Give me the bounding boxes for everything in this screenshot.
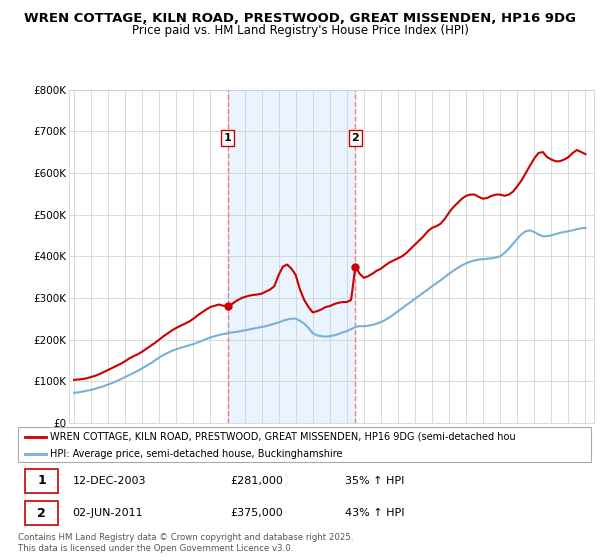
Text: 2: 2 (352, 133, 359, 143)
Text: 02-JUN-2011: 02-JUN-2011 (73, 508, 143, 518)
Text: 1: 1 (37, 474, 46, 487)
Text: HPI: Average price, semi-detached house, Buckinghamshire: HPI: Average price, semi-detached house,… (50, 449, 342, 459)
Text: WREN COTTAGE, KILN ROAD, PRESTWOOD, GREAT MISSENDEN, HP16 9DG (semi-detached hou: WREN COTTAGE, KILN ROAD, PRESTWOOD, GREA… (50, 432, 515, 442)
Text: 1: 1 (224, 133, 232, 143)
Text: Price paid vs. HM Land Registry's House Price Index (HPI): Price paid vs. HM Land Registry's House … (131, 24, 469, 36)
Text: £281,000: £281,000 (230, 476, 283, 486)
Bar (227, 90, 355, 423)
Text: 43% ↑ HPI: 43% ↑ HPI (344, 508, 404, 518)
Text: 12-DEC-2003: 12-DEC-2003 (73, 476, 146, 486)
Bar (25, 501, 58, 525)
Text: 35% ↑ HPI: 35% ↑ HPI (344, 476, 404, 486)
Text: WREN COTTAGE, KILN ROAD, PRESTWOOD, GREAT MISSENDEN, HP16 9DG: WREN COTTAGE, KILN ROAD, PRESTWOOD, GREA… (24, 12, 576, 25)
Text: £375,000: £375,000 (230, 508, 283, 518)
Bar (25, 469, 58, 493)
Text: Contains HM Land Registry data © Crown copyright and database right 2025.
This d: Contains HM Land Registry data © Crown c… (18, 533, 353, 553)
Text: 2: 2 (37, 507, 46, 520)
